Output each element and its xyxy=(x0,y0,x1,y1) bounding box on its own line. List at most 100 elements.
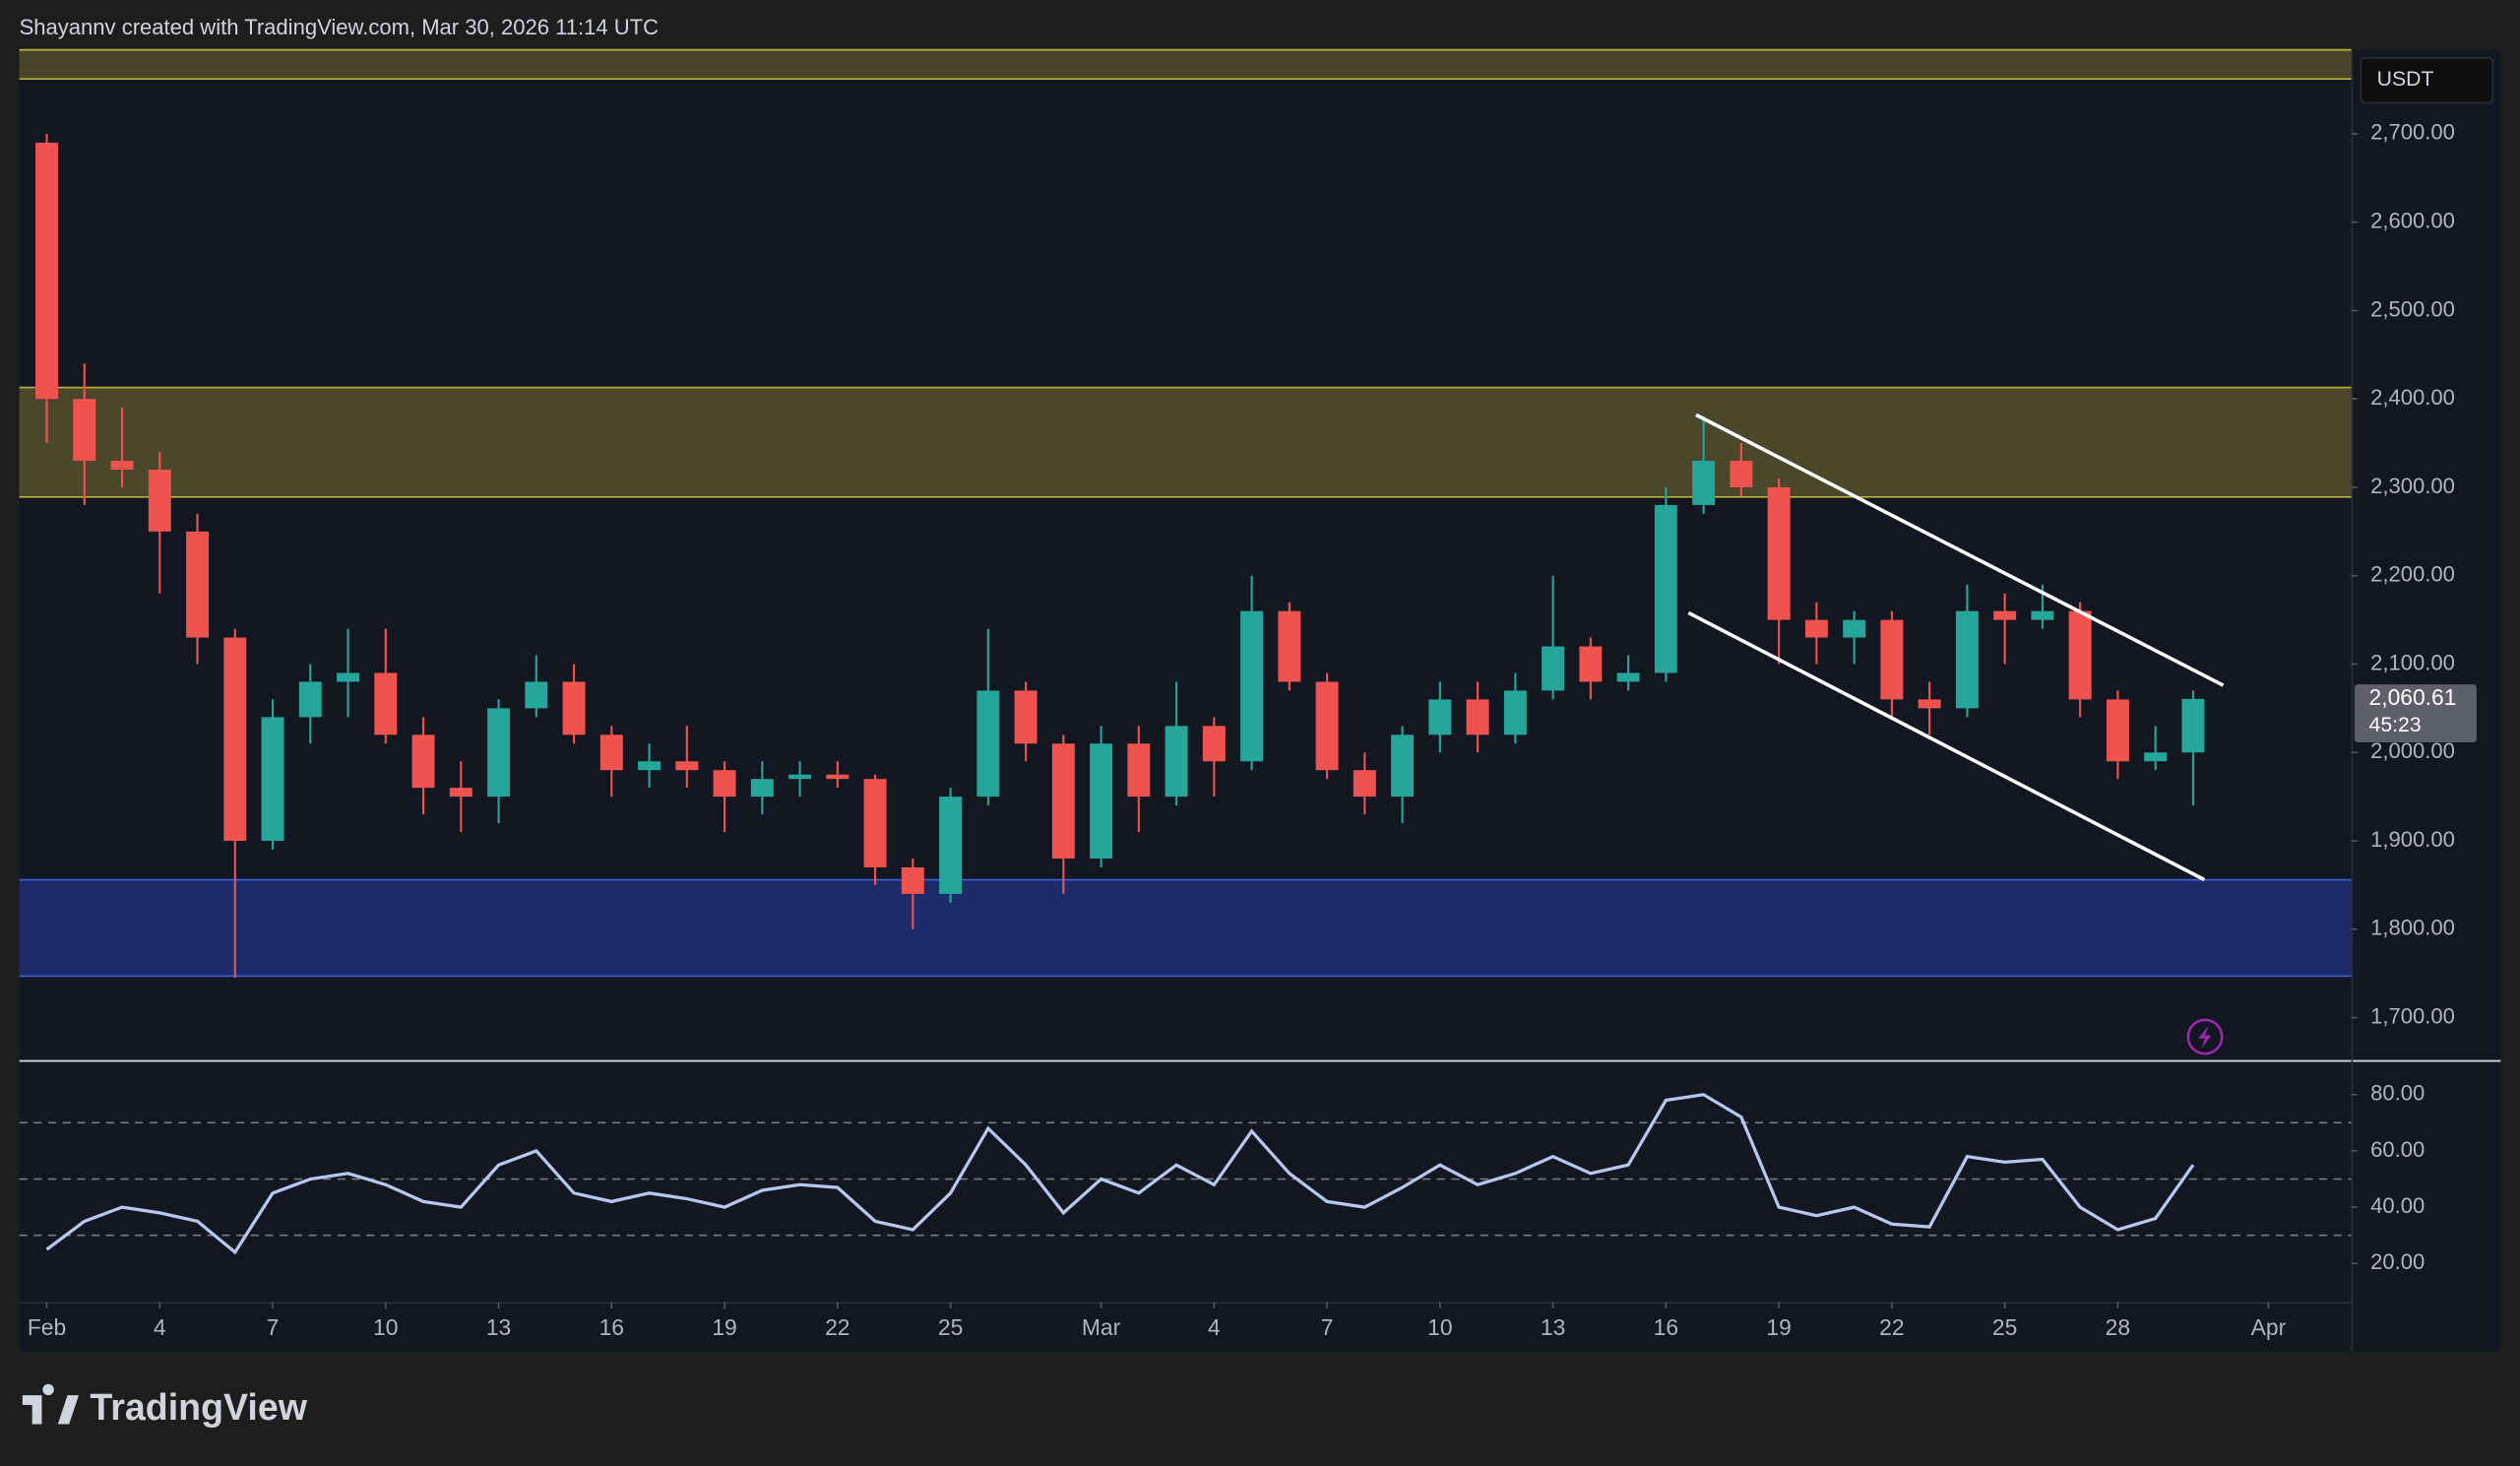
candle-body xyxy=(901,866,924,894)
y-tick-label: 60.00 xyxy=(2370,1137,2425,1162)
candle-body xyxy=(298,681,322,718)
candle-body xyxy=(411,734,435,789)
candle-body xyxy=(939,797,963,894)
logo: TradingView xyxy=(22,1383,308,1428)
candle-body xyxy=(1202,726,1226,762)
zone xyxy=(19,387,2352,497)
candle-body xyxy=(487,708,511,797)
candle-body xyxy=(1353,770,1376,797)
y-tick-label: 2,500.00 xyxy=(2370,296,2455,321)
trendline xyxy=(1695,413,2225,687)
alert-icon[interactable] xyxy=(2186,1018,2224,1055)
x-tick-label: 13 xyxy=(486,1314,511,1340)
alert-icon-bolt xyxy=(2198,1025,2212,1049)
candle-body xyxy=(1880,619,1904,700)
candle-body xyxy=(1014,690,1038,744)
candle-body xyxy=(1654,504,1677,673)
candle-body xyxy=(788,774,812,780)
zone xyxy=(19,879,2352,977)
candle-body xyxy=(525,681,548,709)
candle-body xyxy=(1993,610,2017,620)
y-tick-label: 2,700.00 xyxy=(2370,120,2455,145)
candle-body xyxy=(2106,699,2129,762)
candle-body xyxy=(1051,743,1075,859)
x-tick-label: 4 xyxy=(1208,1314,1221,1340)
candle-body xyxy=(374,672,398,735)
candle-body xyxy=(1278,610,1301,682)
y-tick-label: 2,300.00 xyxy=(2370,474,2455,498)
candle-body xyxy=(1692,461,1716,505)
candle-body xyxy=(826,774,850,780)
plot-layer: 1,700.00 1,800.00 1,900.00 2,000.00 2,100.00… xyxy=(19,48,2477,1340)
candle-body xyxy=(1579,646,1603,682)
candle-body xyxy=(35,142,58,400)
y-tick-label: 2,100.00 xyxy=(2370,650,2455,674)
candle-body xyxy=(2144,752,2168,762)
candle-body xyxy=(713,770,736,797)
countdown: 45:23 xyxy=(2369,714,2422,736)
candle-body xyxy=(599,734,623,771)
candle-body xyxy=(1730,461,1753,487)
candle-body xyxy=(1466,699,1489,735)
candle-body xyxy=(1240,610,1264,762)
candle-body xyxy=(1616,672,1640,682)
last-price-label: 2,060.61 xyxy=(2369,684,2457,710)
y-tick-label: 40.00 xyxy=(2370,1193,2425,1218)
logo-mark xyxy=(22,1383,79,1425)
candle-body xyxy=(1127,743,1151,797)
candle-body xyxy=(1090,743,1113,859)
x-tick-label: 25 xyxy=(938,1314,963,1340)
candle-body xyxy=(1767,486,1791,620)
y-tick-label: 2,000.00 xyxy=(2370,738,2455,763)
x-tick-label: 22 xyxy=(1879,1314,1904,1340)
x-tick-label: 28 xyxy=(2106,1314,2130,1340)
x-tick-label: 10 xyxy=(373,1314,398,1340)
candle-body xyxy=(562,681,586,735)
rsi-pane xyxy=(19,1062,2352,1303)
candle-body xyxy=(638,761,662,771)
x-tick-label: 10 xyxy=(1427,1314,1452,1340)
candle-body xyxy=(1918,699,1941,709)
attribution: Shayannv created with TradingView.com, M… xyxy=(20,15,660,39)
candle-body xyxy=(186,531,210,638)
y-tick-label: 2,600.00 xyxy=(2370,208,2455,232)
candle-body xyxy=(223,637,247,842)
y-tick-label: 1,800.00 xyxy=(2370,916,2455,940)
y-tick-label: 2,400.00 xyxy=(2370,385,2455,410)
y-tick-label: 1,900.00 xyxy=(2370,827,2455,852)
candle-body xyxy=(2068,610,2092,700)
candle-body xyxy=(1843,619,1866,638)
rsi-line xyxy=(45,1093,2195,1255)
currency-box xyxy=(2360,56,2494,104)
x-tick-label: 25 xyxy=(1992,1314,2017,1340)
x-tick-label: 19 xyxy=(1766,1314,1791,1340)
candle-body xyxy=(1165,726,1188,797)
candle-body xyxy=(148,470,171,532)
candle-body xyxy=(1542,646,1565,691)
candle-body xyxy=(337,672,360,682)
x-tick-label: 4 xyxy=(154,1314,166,1340)
candle-body xyxy=(1503,690,1527,735)
zone xyxy=(19,49,2352,80)
candle-body xyxy=(449,788,472,797)
candle-body xyxy=(261,717,284,842)
x-tick-label: 22 xyxy=(825,1314,850,1340)
candle-body xyxy=(73,399,96,462)
candle-body xyxy=(1428,699,1452,735)
x-tick-label: 7 xyxy=(267,1314,280,1340)
candle-body xyxy=(1391,734,1415,797)
trendline xyxy=(1687,610,2206,882)
currency-label: USDT xyxy=(2377,68,2434,91)
candle-body xyxy=(2031,610,2054,620)
x-tick-label: Apr xyxy=(2251,1314,2287,1340)
x-tick-label: 7 xyxy=(1321,1314,1334,1340)
time-axis xyxy=(19,1304,2352,1353)
candle-body xyxy=(863,779,887,867)
x-tick-label: 16 xyxy=(1654,1314,1678,1340)
x-tick-label: 13 xyxy=(1541,1314,1565,1340)
candle-body xyxy=(2181,698,2205,753)
x-tick-label: Mar xyxy=(1082,1314,1121,1340)
